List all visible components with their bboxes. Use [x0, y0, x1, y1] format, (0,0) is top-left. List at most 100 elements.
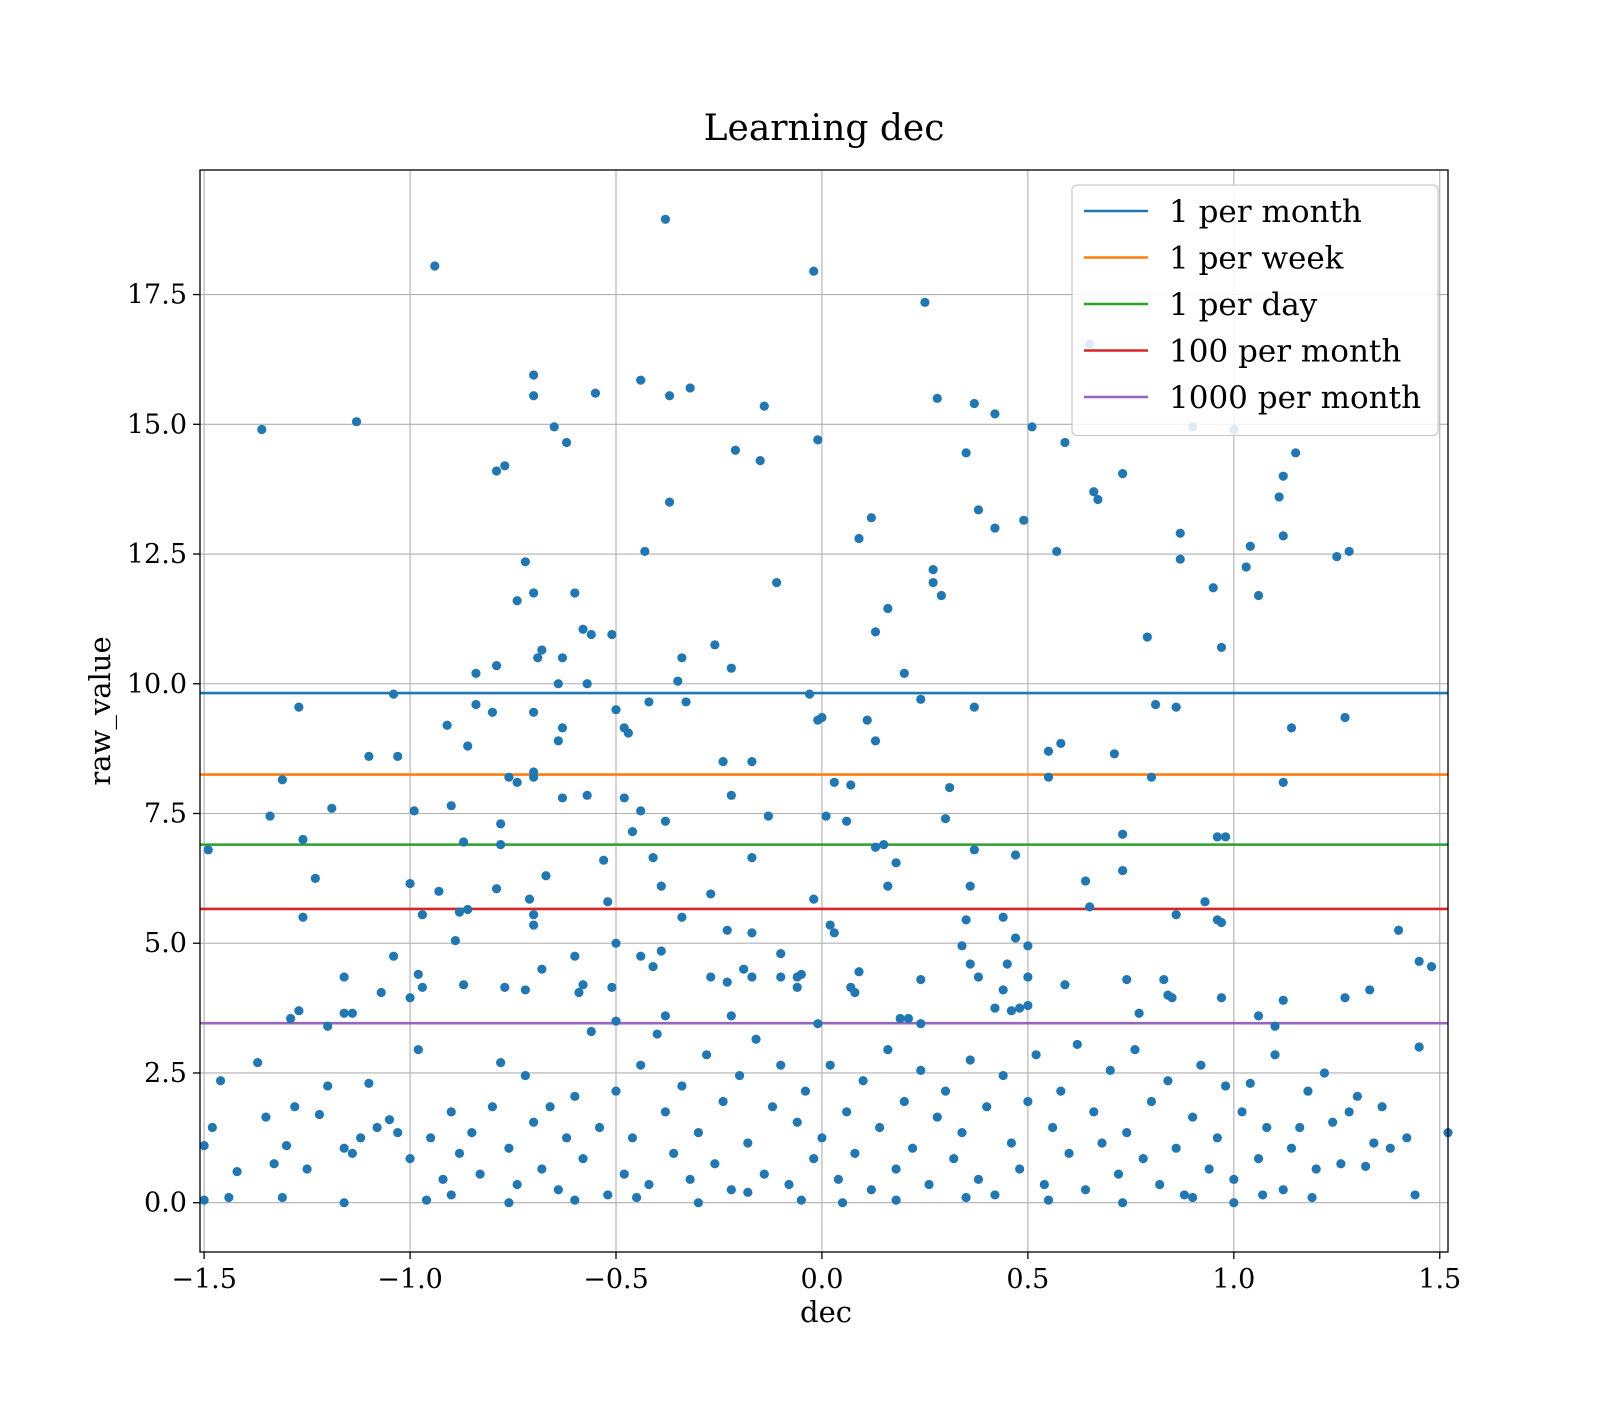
scatter-point [969, 845, 979, 855]
y-axis-label: raw_value [83, 636, 118, 785]
scatter-point [796, 969, 806, 979]
scatter-point [1319, 1068, 1330, 1078]
scatter-point [829, 777, 839, 787]
scatter-point [990, 523, 1000, 533]
scatter-point [1253, 590, 1264, 601]
scatter-point [945, 782, 955, 793]
scatter-point [413, 1045, 423, 1055]
y-tick-label: 10.0 [127, 669, 187, 700]
scatter-point [1010, 850, 1021, 860]
scatter-point [1385, 1143, 1395, 1153]
scatter-point [570, 588, 580, 598]
scatter-point [491, 466, 502, 476]
y-tick-label: 12.5 [127, 539, 187, 570]
scatter-point [990, 409, 1000, 419]
scatter-point [870, 627, 881, 637]
scatter-point [520, 557, 530, 567]
scatter-point [982, 1102, 992, 1112]
scatter-point [706, 972, 716, 982]
scatter-point [1118, 829, 1128, 839]
scatter-point [405, 1153, 415, 1164]
scatter-point [384, 1115, 395, 1125]
scatter-point [747, 853, 757, 863]
scatter-point [529, 370, 539, 380]
scatter-point [561, 437, 572, 448]
scatter-point [537, 1164, 547, 1174]
scatter-point [1023, 1000, 1033, 1011]
scatter-point [1229, 1198, 1239, 1208]
scatter-point [1208, 583, 1218, 593]
scatter-point [1365, 985, 1375, 995]
scatter-point [430, 261, 440, 271]
scatter-point [557, 793, 568, 803]
x-tick-label: 1.5 [1418, 1264, 1461, 1295]
scatter-point [755, 456, 765, 466]
scatter-point [1212, 832, 1222, 842]
scatter-point [796, 1195, 806, 1205]
scatter-point [1278, 777, 1288, 787]
scatter-point [224, 1192, 234, 1203]
scatter-point [916, 1065, 926, 1075]
plot-frame [199, 169, 1449, 1253]
scatter-point [553, 1185, 563, 1195]
scatter-point [347, 1008, 357, 1018]
scatter-point [821, 811, 831, 821]
scatter-point [891, 1195, 901, 1205]
legend-label: 1000 per month [1169, 380, 1421, 416]
scatter-point [879, 840, 889, 850]
scatter-point [1307, 1192, 1317, 1203]
scatter-point [1006, 1006, 1017, 1016]
scatter-point [685, 1174, 695, 1184]
scatter-point [895, 1013, 905, 1024]
scatter-point [899, 1096, 909, 1107]
scatter-point [393, 751, 403, 762]
scatter-point [965, 959, 975, 969]
scatter-point [751, 1034, 761, 1044]
scatter-point [969, 398, 979, 409]
scatter-point [446, 1190, 456, 1200]
scatter-point [1253, 1153, 1264, 1164]
x-tick-label: 0.0 [800, 1264, 843, 1295]
scatter-point [928, 577, 938, 588]
scatter-point [957, 1128, 967, 1138]
legend-label: 1 per month [1169, 194, 1362, 230]
scatter-point [1188, 1112, 1198, 1122]
scatter-point [747, 972, 757, 982]
legend-label: 1 per day [1169, 287, 1318, 323]
scatter-point [776, 949, 786, 959]
scatter-point [883, 603, 893, 614]
scatter-point [1097, 1138, 1107, 1148]
scatter-point [706, 889, 716, 899]
scatter-point [504, 772, 514, 782]
scatter-point [825, 920, 835, 930]
scatter-point [932, 393, 942, 403]
scatter-point [611, 938, 621, 948]
scatter-point [314, 1109, 325, 1120]
scatter-point [339, 1198, 349, 1208]
scatter-point [813, 1019, 823, 1029]
scatter-point [1286, 1143, 1297, 1153]
scatter-point [417, 982, 428, 992]
scatter-point [253, 1057, 263, 1068]
scatter-point [767, 1102, 778, 1112]
scatter-point [1204, 1164, 1214, 1174]
scatter-point [1216, 993, 1227, 1003]
scatter-point [1200, 897, 1210, 907]
scatter-point [1352, 1091, 1362, 1101]
scatter-point [1023, 1096, 1033, 1107]
scatter-point [215, 1076, 226, 1086]
legend-label: 100 per month [1169, 334, 1401, 370]
scatter-point [1155, 1179, 1165, 1190]
scatter-point [257, 424, 267, 435]
scatter-point [829, 928, 839, 938]
scatter-point [1118, 468, 1128, 479]
scatter-point [743, 1187, 753, 1197]
scatter-point [405, 878, 415, 889]
scatter-point [203, 845, 213, 855]
scatter-point [961, 1192, 971, 1203]
scatter-point [1369, 1138, 1379, 1148]
scatter-point [644, 697, 654, 707]
scatter-point [792, 1117, 802, 1127]
scatter-point [454, 907, 465, 917]
